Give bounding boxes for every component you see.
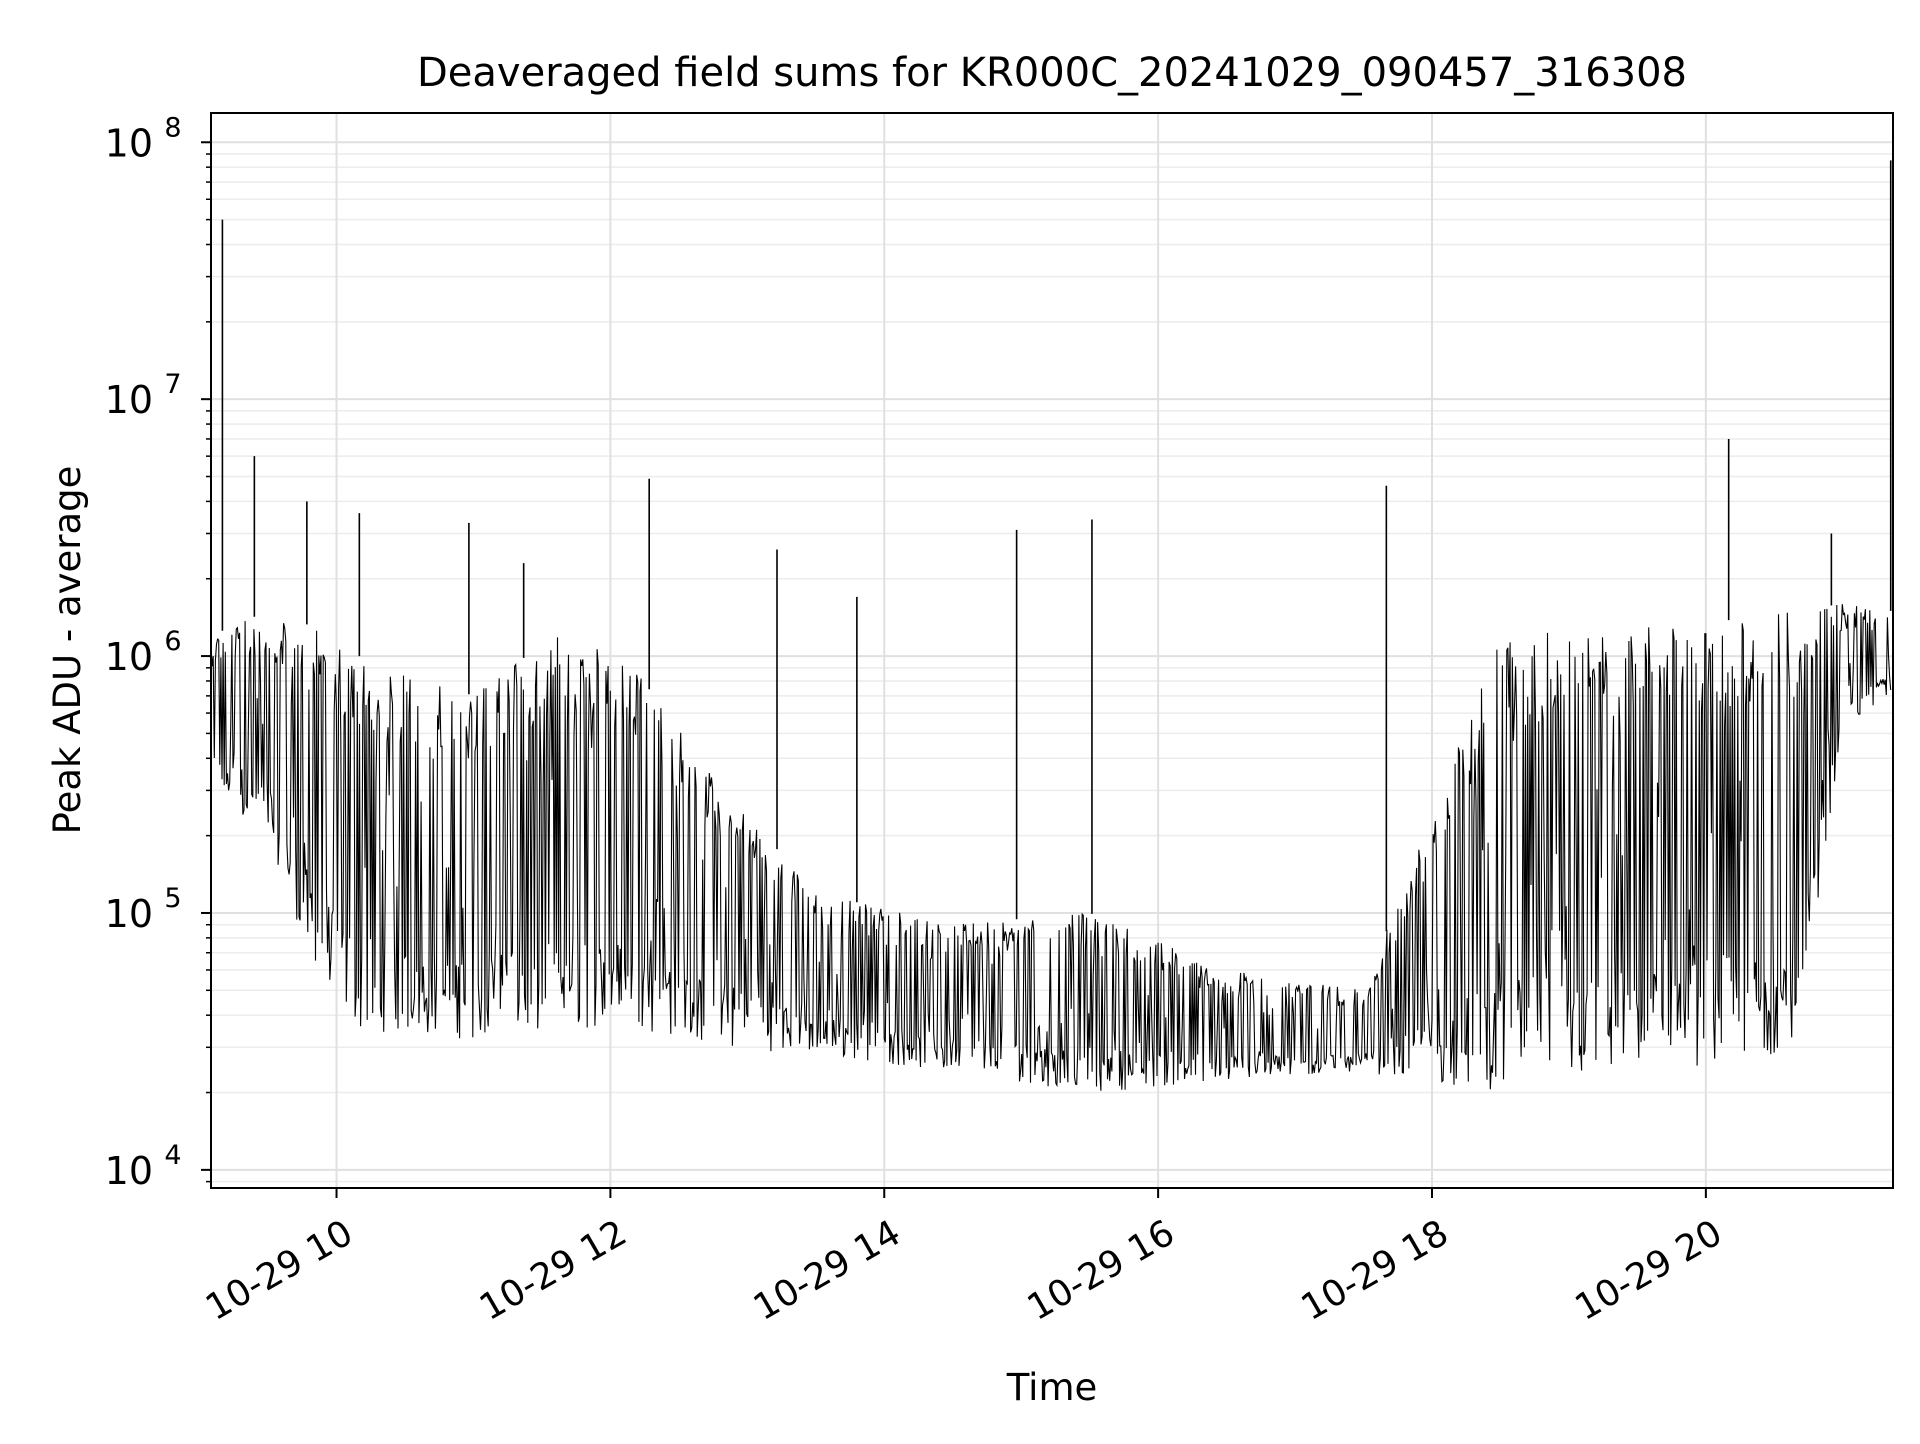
grid bbox=[211, 113, 1893, 1188]
y-tick-base: 10 bbox=[105, 121, 153, 165]
y-tick-exponent: 8 bbox=[164, 112, 181, 143]
y-axis-label: Peak ADU - average bbox=[46, 466, 89, 835]
y-tick-exponent: 7 bbox=[164, 369, 181, 400]
x-tick-label: 10-29 20 bbox=[1568, 1212, 1729, 1328]
y-tick-exponent: 4 bbox=[164, 1140, 181, 1171]
x-tick-label: 10-29 10 bbox=[199, 1212, 360, 1328]
x-tick-label: 10-29 18 bbox=[1295, 1212, 1456, 1328]
x-tick-label: 10-29 14 bbox=[747, 1212, 908, 1328]
plot-frame bbox=[210, 112, 1894, 1189]
x-axis-label: Time bbox=[1006, 1366, 1098, 1409]
y-axis: 10 4 10 5 10 6 10 7 10 8 bbox=[105, 112, 211, 1193]
x-tick-label: 10-29 12 bbox=[473, 1212, 634, 1328]
y-tick-label: 10 bbox=[105, 121, 153, 165]
y-tick-label: 10 bbox=[105, 378, 153, 422]
y-tick-base: 10 bbox=[105, 1149, 153, 1193]
y-tick-exponent: 6 bbox=[164, 626, 181, 657]
y-tick-label: 10 bbox=[105, 1149, 153, 1193]
y-tick-exponent: 5 bbox=[164, 883, 181, 914]
y-tick-label: 10 bbox=[105, 892, 153, 936]
series-trace bbox=[210, 604, 1892, 1091]
chart-title: Deaveraged field sums for KR000C_2024102… bbox=[417, 50, 1687, 96]
y-tick-base: 10 bbox=[105, 635, 153, 679]
y-tick-base: 10 bbox=[105, 378, 153, 422]
y-tick-label: 10 bbox=[105, 635, 153, 679]
series-line bbox=[210, 160, 1892, 1091]
x-tick-label: 10-29 16 bbox=[1021, 1212, 1182, 1328]
x-axis: 10-29 10 10-29 12 10-29 14 10-29 16 10-29 18… bbox=[199, 1188, 1729, 1329]
y-tick-base: 10 bbox=[105, 892, 153, 936]
